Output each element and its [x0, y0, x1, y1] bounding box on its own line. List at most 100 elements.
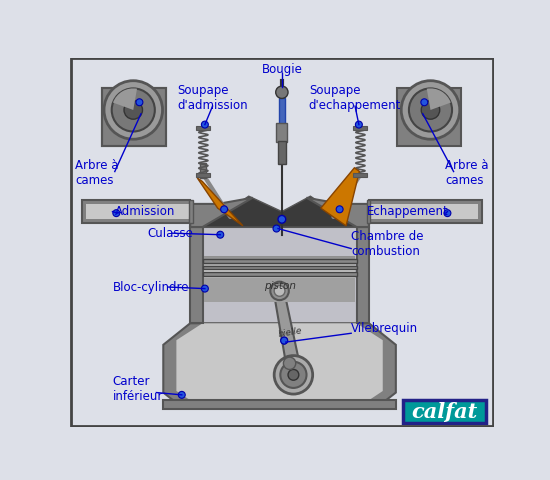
Bar: [204, 270, 355, 271]
Bar: [356, 227, 369, 323]
Bar: [204, 262, 355, 263]
Bar: [204, 290, 355, 291]
Bar: [204, 288, 355, 289]
Text: Culasse: Culasse: [147, 227, 193, 240]
Bar: [204, 275, 355, 276]
Text: Admission: Admission: [115, 205, 175, 218]
Bar: [204, 263, 355, 264]
Circle shape: [336, 206, 343, 213]
Bar: [204, 259, 355, 260]
Text: Echappement: Echappement: [367, 205, 449, 218]
Text: calfat: calfat: [411, 402, 477, 422]
Bar: [204, 273, 355, 274]
Circle shape: [273, 225, 280, 232]
Bar: [86, 204, 190, 219]
Polygon shape: [202, 196, 356, 227]
Bar: [204, 298, 355, 299]
Text: Soupape
d'admission: Soupape d'admission: [177, 84, 248, 112]
Text: Carter
inférieur: Carter inférieur: [113, 375, 163, 403]
Bar: [204, 265, 355, 266]
Bar: [204, 280, 355, 281]
Circle shape: [274, 286, 285, 296]
Bar: [204, 274, 355, 275]
Bar: [190, 227, 202, 323]
Bar: [204, 279, 355, 280]
Circle shape: [178, 391, 185, 398]
Circle shape: [201, 285, 208, 292]
Bar: [204, 294, 355, 295]
Polygon shape: [190, 198, 252, 227]
Wedge shape: [427, 88, 451, 110]
Bar: [403, 400, 486, 423]
Bar: [82, 200, 190, 223]
Bar: [204, 271, 355, 272]
Bar: [204, 301, 355, 302]
Polygon shape: [177, 323, 383, 400]
Bar: [204, 289, 355, 290]
Bar: [278, 141, 286, 164]
Bar: [200, 163, 206, 179]
Wedge shape: [113, 88, 137, 110]
Text: Chambre de
combustion: Chambre de combustion: [351, 230, 424, 258]
Bar: [204, 267, 355, 268]
Bar: [204, 297, 355, 298]
Bar: [204, 287, 355, 288]
Circle shape: [280, 337, 288, 344]
Text: Bougie: Bougie: [261, 63, 303, 76]
Bar: [163, 400, 396, 409]
Text: piston: piston: [263, 280, 295, 290]
Bar: [204, 285, 355, 286]
Circle shape: [355, 121, 362, 128]
Text: Arbre à
cames: Arbre à cames: [445, 159, 488, 187]
Circle shape: [278, 216, 286, 223]
Text: Arbre à
cames: Arbre à cames: [75, 159, 119, 187]
Circle shape: [402, 81, 460, 139]
Bar: [204, 257, 355, 258]
Circle shape: [271, 282, 289, 300]
Bar: [279, 97, 285, 129]
Bar: [202, 272, 356, 276]
Bar: [369, 204, 478, 219]
Bar: [196, 126, 210, 130]
Bar: [204, 296, 355, 297]
Bar: [204, 278, 355, 279]
Text: bielle: bielle: [278, 326, 303, 339]
Bar: [204, 256, 355, 257]
Bar: [367, 200, 371, 223]
Bar: [204, 281, 355, 282]
Bar: [190, 218, 369, 227]
Bar: [204, 277, 355, 278]
Bar: [204, 261, 355, 262]
Bar: [202, 259, 356, 263]
Bar: [204, 260, 355, 261]
Bar: [204, 300, 355, 301]
Bar: [202, 227, 356, 323]
Circle shape: [201, 121, 208, 128]
Circle shape: [274, 356, 313, 394]
Circle shape: [280, 337, 288, 344]
Circle shape: [280, 362, 306, 388]
Bar: [369, 200, 482, 223]
Bar: [204, 282, 355, 283]
Bar: [204, 291, 355, 292]
Circle shape: [221, 206, 228, 213]
Circle shape: [444, 210, 451, 216]
Circle shape: [288, 370, 299, 380]
Bar: [204, 295, 355, 296]
Circle shape: [283, 357, 296, 370]
Bar: [204, 292, 355, 293]
Polygon shape: [321, 168, 359, 226]
Text: Bloc-cylindre: Bloc-cylindre: [113, 280, 189, 294]
Circle shape: [409, 88, 452, 132]
Bar: [189, 200, 192, 223]
Circle shape: [276, 86, 288, 98]
Bar: [204, 266, 355, 267]
Polygon shape: [102, 88, 167, 146]
Bar: [204, 278, 355, 302]
Bar: [204, 276, 355, 277]
Circle shape: [112, 88, 155, 132]
Polygon shape: [306, 198, 369, 227]
Bar: [202, 265, 356, 269]
Bar: [204, 268, 355, 269]
Bar: [204, 284, 355, 285]
